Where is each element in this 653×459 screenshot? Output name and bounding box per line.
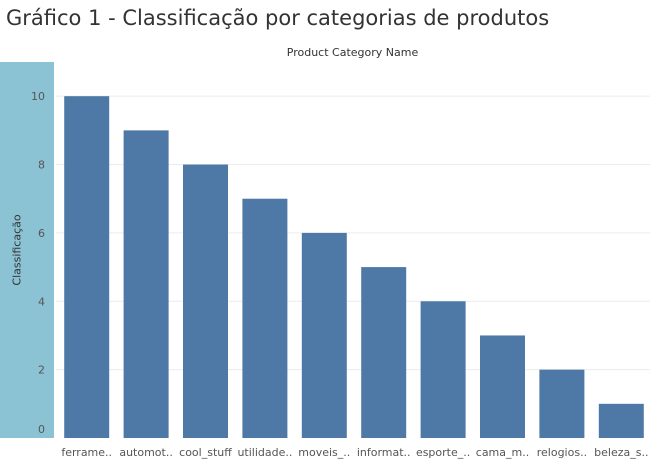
bar[interactable] [361, 267, 407, 438]
chart-title: Gráfico 1 - Classificação por categorias… [6, 6, 550, 30]
y-tick-label: 8 [38, 159, 45, 172]
bar[interactable] [64, 96, 110, 438]
x-tick-label: cama_m.. [476, 446, 529, 459]
y-tick-label: 6 [38, 227, 45, 240]
y-axis-band [0, 62, 54, 438]
y-tick-label: 2 [38, 364, 45, 377]
x-tick-label: informat.. [357, 446, 411, 459]
y-tick-label: 10 [31, 90, 45, 103]
y-ticks: 0 2 4 6 8 10 [31, 90, 45, 436]
bar[interactable] [242, 198, 288, 438]
y-tick-label: 0 [38, 423, 45, 436]
bar[interactable] [420, 301, 466, 438]
x-axis-header: Product Category Name [286, 46, 419, 59]
y-tick-label: 4 [38, 295, 45, 308]
x-tick-label: utilidade.. [237, 446, 292, 459]
bar[interactable] [123, 130, 169, 438]
bar[interactable] [598, 403, 644, 438]
x-tick-label: relogios.. [537, 446, 587, 459]
x-tick-label: esporte_.. [416, 446, 470, 459]
bar[interactable] [480, 335, 525, 438]
x-tick-label: cool_stuff [179, 446, 232, 459]
bar[interactable] [301, 232, 347, 438]
bar[interactable] [539, 369, 585, 438]
x-tick-label: beleza_s.. [594, 446, 648, 459]
x-tick-labels: ferrame.. automot.. cool_stuff utilidade.. m… [61, 446, 648, 459]
bars [64, 96, 644, 438]
x-tick-label: ferrame.. [61, 446, 112, 459]
x-tick-label: automot.. [119, 446, 173, 459]
x-tick-label: moveis_.. [298, 446, 350, 459]
bar[interactable] [183, 164, 228, 438]
